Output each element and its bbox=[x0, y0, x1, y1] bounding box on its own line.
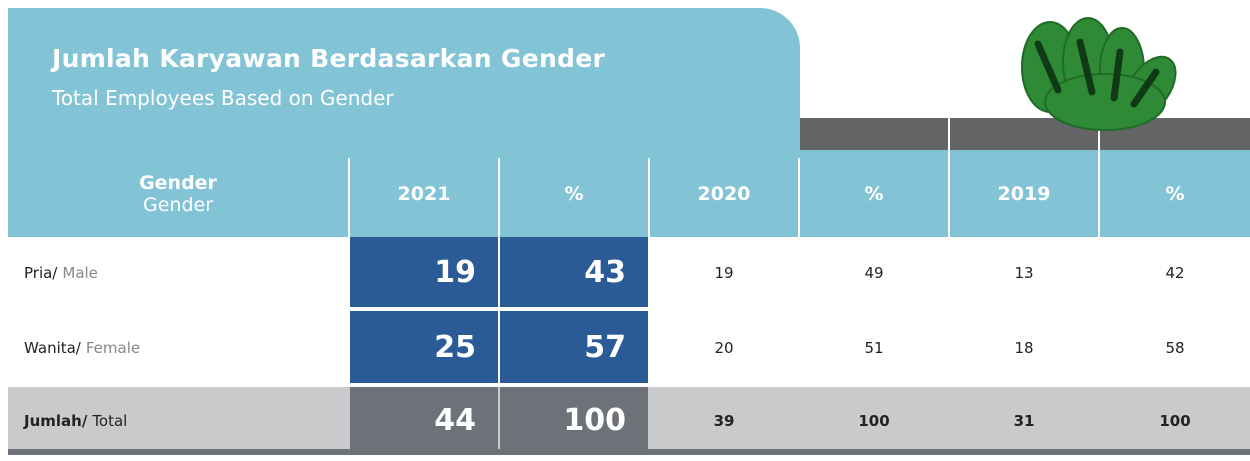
value-cell: 20 bbox=[714, 339, 734, 357]
column-header: Gender Gender bbox=[8, 150, 348, 237]
column-label: 2019 bbox=[997, 182, 1051, 205]
row-sublabel: Total bbox=[92, 412, 128, 430]
value-cell: 49 bbox=[864, 264, 884, 282]
column-header: 2020 bbox=[650, 150, 798, 237]
value-cell: 18 bbox=[1014, 339, 1034, 357]
value-cell: 100 bbox=[1159, 412, 1191, 430]
value-cell: 100 bbox=[858, 412, 890, 430]
row-label-text: Jumlah/ bbox=[24, 412, 88, 430]
column-sublabel: Gender bbox=[142, 193, 214, 216]
column-header: % bbox=[1100, 150, 1250, 237]
column-label: % bbox=[1165, 182, 1185, 205]
value-cell: 19 bbox=[714, 264, 734, 282]
value-cell: 43 bbox=[500, 237, 648, 307]
row-label-text: Wanita/ bbox=[24, 339, 81, 357]
value-cell: 39 bbox=[713, 412, 735, 430]
value-cell: 19 bbox=[350, 237, 498, 307]
value-cell: 44 bbox=[350, 387, 498, 453]
value-cell: 42 bbox=[1165, 264, 1185, 282]
value-cell: 31 bbox=[1013, 412, 1035, 430]
header-band bbox=[800, 118, 948, 150]
plant-icon bbox=[1021, 17, 1177, 131]
row-label: Wanita/Female bbox=[24, 311, 140, 385]
column-label: 2020 bbox=[697, 182, 751, 205]
column-header: % bbox=[500, 150, 648, 237]
value-cell: 13 bbox=[1014, 264, 1034, 282]
column-label: % bbox=[564, 182, 584, 205]
row-sublabel: Male bbox=[62, 264, 98, 282]
value-cell: 58 bbox=[1165, 339, 1185, 357]
subtitle: Total Employees Based on Gender bbox=[52, 86, 394, 110]
column-header: % bbox=[800, 150, 948, 237]
value-cell: 25 bbox=[350, 311, 498, 383]
column-header: 2019 bbox=[950, 150, 1098, 237]
value-cell: 100 bbox=[500, 387, 648, 453]
row-label: Pria/Male bbox=[24, 237, 98, 309]
title: Jumlah Karyawan Berdasarkan Gender bbox=[52, 44, 606, 73]
row-sublabel: Female bbox=[85, 339, 141, 357]
header-tab bbox=[8, 8, 800, 158]
value-cell: 57 bbox=[500, 311, 648, 383]
column-label: Gender bbox=[139, 171, 217, 194]
row-label: Jumlah/Total bbox=[24, 387, 127, 455]
row-label-text: Pria/ bbox=[24, 264, 58, 282]
column-label: % bbox=[864, 182, 884, 205]
column-header: 2021 bbox=[350, 150, 498, 237]
column-label: 2021 bbox=[397, 182, 451, 205]
value-cell: 51 bbox=[864, 339, 884, 357]
